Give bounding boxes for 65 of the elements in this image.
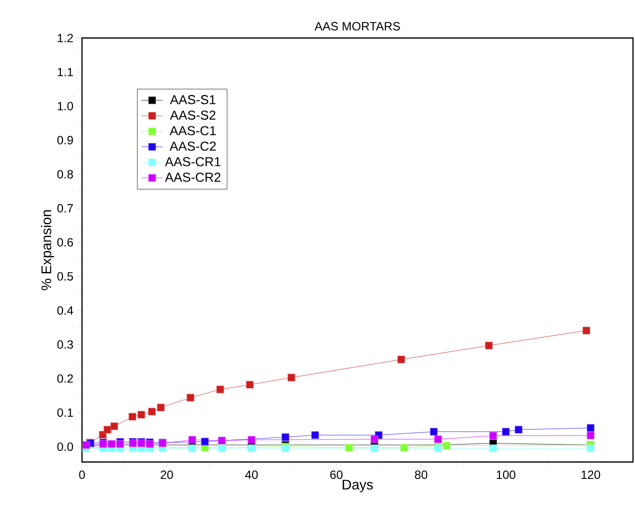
point: [246, 380, 254, 388]
point: [586, 432, 594, 440]
y-tick-label: 0.7: [57, 204, 73, 212]
y-tick-label: 0.9: [57, 136, 73, 144]
point: [370, 444, 378, 452]
point: [370, 435, 378, 443]
x-tick-label: 0: [79, 470, 85, 479]
point: [514, 426, 522, 434]
point: [128, 412, 136, 420]
point: [489, 444, 497, 452]
point: [485, 342, 493, 350]
point: [104, 426, 112, 434]
legend-label: AAS-C1: [170, 126, 216, 136]
y-axis-title: % Expansion: [41, 210, 54, 290]
point: [489, 432, 497, 440]
x-tick-label: 40: [245, 470, 258, 479]
y-tick-label: 1.0: [58, 102, 74, 110]
legend-label: AAS-S1: [170, 95, 216, 104]
point: [248, 436, 256, 444]
point: [311, 431, 319, 439]
legend-label: AAS-S2: [170, 110, 216, 120]
legend-label: AAS-CR2: [164, 172, 220, 182]
point: [442, 442, 450, 450]
point: [218, 436, 226, 444]
y-tick-label: 0.2: [57, 374, 73, 383]
x-tick-label: 60: [330, 470, 342, 479]
point: [148, 408, 156, 416]
y-tick-label: 0.4: [57, 306, 74, 315]
legend-label: AAS-C2: [170, 142, 216, 151]
point: [397, 356, 405, 364]
point: [434, 444, 442, 452]
y-tick-label: 1.2: [58, 34, 73, 42]
point: [434, 435, 442, 443]
legend-label: AAS-CR1: [164, 157, 220, 166]
point: [282, 433, 290, 441]
y-tick-label: 0.6: [57, 238, 73, 247]
point: [216, 386, 224, 394]
chart-title: AAS MORTARS: [314, 22, 400, 30]
y-tick-label: 0.5: [57, 272, 73, 281]
point: [288, 374, 296, 382]
x-tick-label: 120: [582, 470, 600, 479]
point: [188, 436, 196, 444]
x-tick-label: 20: [160, 470, 173, 479]
y-tick-label: 0.3: [57, 340, 73, 349]
x-axis-title: Days: [342, 480, 373, 492]
point: [157, 404, 165, 412]
point: [201, 438, 209, 446]
y-tick-label: 0.0: [57, 442, 74, 451]
point: [582, 326, 590, 334]
point: [586, 444, 594, 452]
y-tick-label: 0.8: [57, 170, 73, 178]
point: [345, 444, 353, 452]
point: [586, 424, 594, 432]
point: [188, 444, 196, 452]
x-tick-label: 80: [414, 470, 428, 479]
point: [186, 394, 194, 402]
y-tick-label: 0.1: [57, 408, 73, 417]
point: [430, 428, 438, 436]
y-tick-label: 1.1: [58, 68, 73, 76]
x-tick-label: 100: [496, 470, 516, 479]
point: [400, 444, 408, 452]
point: [110, 422, 118, 430]
point: [248, 444, 256, 452]
point: [502, 428, 510, 436]
point: [138, 410, 146, 418]
